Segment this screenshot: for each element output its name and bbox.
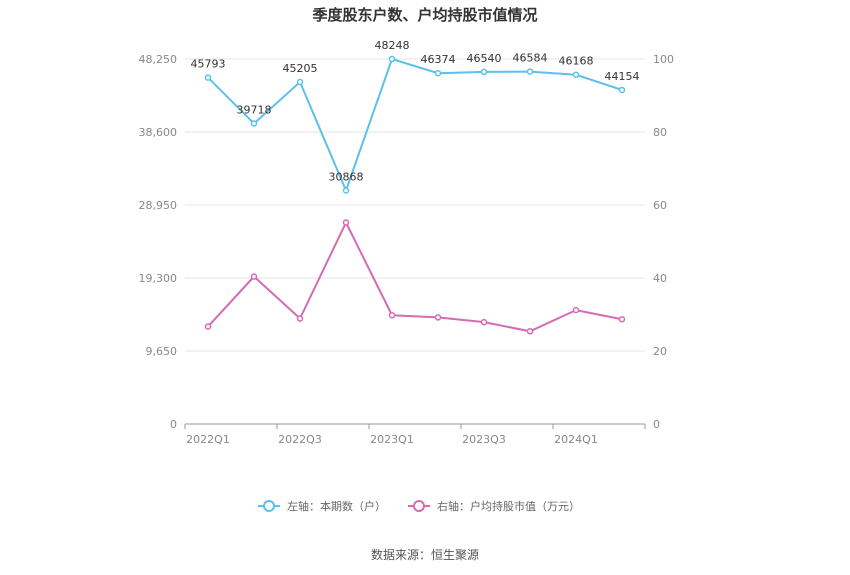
data-point <box>572 71 580 78</box>
data-point <box>342 187 350 194</box>
data-point <box>480 318 488 326</box>
data-source: 数据来源：恒生聚源 <box>371 547 479 562</box>
legend[interactable]: 左轴：本期数（户） 右轴：户均持股市值（万元） <box>258 499 580 513</box>
left-axis: 0 9,650 19,300 28,950 38,600 48,250 <box>139 53 178 431</box>
left-tick-label: 0 <box>170 418 177 431</box>
data-label: 46584 <box>513 52 548 65</box>
data-point <box>618 86 626 94</box>
data-point <box>250 120 258 127</box>
data-point <box>388 55 396 63</box>
x-tick-label: 2024Q1 <box>554 433 598 446</box>
legend-marker <box>263 500 275 512</box>
legend-label: 右轴：户均持股市值（万元） <box>437 499 580 513</box>
data-point <box>572 306 580 314</box>
data-point <box>250 273 258 280</box>
data-label: 45205 <box>283 62 318 75</box>
data-label: 45793 <box>191 58 226 71</box>
data-label: 30868 <box>329 170 364 183</box>
data-point <box>618 315 626 323</box>
legend-label: 左轴：本期数（户） <box>287 499 386 513</box>
left-tick-label: 38,600 <box>139 126 178 139</box>
data-point <box>204 74 212 81</box>
data-point <box>526 68 534 75</box>
x-tick-label: 2023Q3 <box>462 433 506 446</box>
right-tick-label: 40 <box>653 272 667 285</box>
left-tick-label: 9,650 <box>146 345 178 358</box>
data-label: 46540 <box>467 52 502 65</box>
grid <box>185 58 645 352</box>
right-tick-label: 80 <box>653 126 667 139</box>
data-point <box>480 68 488 76</box>
left-tick-label: 19,300 <box>139 272 178 285</box>
data-point <box>342 219 350 226</box>
series-line-1 <box>207 57 623 194</box>
legend-marker <box>413 500 425 512</box>
data-point <box>434 69 442 77</box>
right-tick-label: 0 <box>653 418 660 431</box>
data-point <box>204 323 212 330</box>
right-axis: 0 20 40 60 80 100 <box>653 53 674 431</box>
data-label: 46168 <box>559 55 594 68</box>
left-tick-label: 28,950 <box>139 199 178 212</box>
data-label: 46374 <box>421 53 456 66</box>
data-point <box>434 314 442 321</box>
data-label: 44154 <box>605 70 640 83</box>
series: 45793 39718 45205 30868 48248 46374 46540 46584… <box>191 39 640 335</box>
x-axis: 2022Q1 2022Q3 2023Q1 2023Q3 2024Q1 <box>184 423 646 446</box>
data-point <box>296 78 304 86</box>
right-tick-label: 100 <box>653 53 674 66</box>
data-point <box>296 315 304 322</box>
x-tick-label: 2022Q3 <box>278 433 322 446</box>
x-tick-label: 2022Q1 <box>186 433 230 446</box>
x-tick-label: 2023Q1 <box>370 433 414 446</box>
right-tick-label: 20 <box>653 345 667 358</box>
series-line-2 <box>207 220 623 333</box>
right-tick-label: 60 <box>653 199 667 212</box>
data-label: 48248 <box>375 39 410 52</box>
data-point <box>526 328 534 335</box>
left-tick-label: 48,250 <box>139 53 178 66</box>
data-label: 39718 <box>237 104 272 117</box>
data-point <box>388 311 396 319</box>
chart-title: 季度股东户数、户均持股市值情况 <box>312 6 537 24</box>
